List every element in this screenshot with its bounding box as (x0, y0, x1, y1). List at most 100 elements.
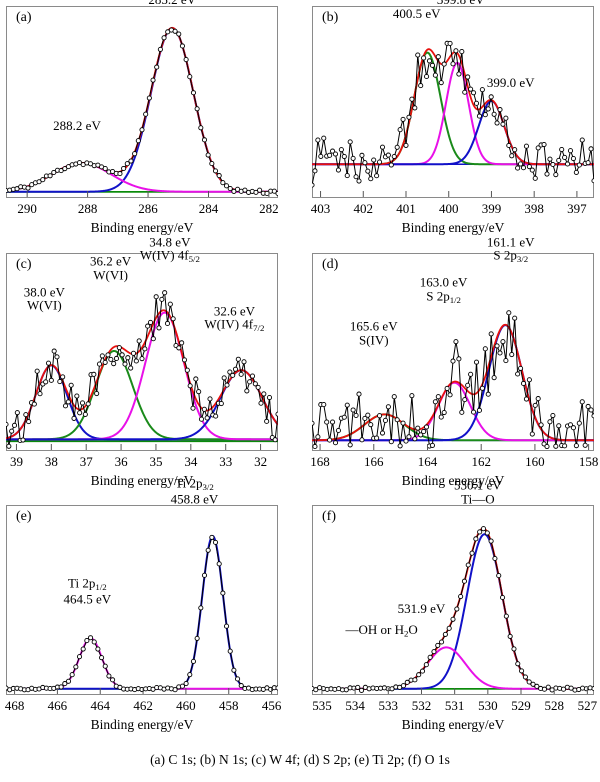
x-axis-title-c: Binding energy/eV (90, 473, 194, 488)
x-tick-b-3: 400 (438, 201, 459, 216)
x-tick-d-2: 164 (417, 454, 438, 469)
x-tick-e-0: 468 (4, 698, 25, 713)
annotation-line-1: 163.0 eV (419, 274, 468, 290)
x-tick-c-7: 32 (254, 454, 268, 469)
peak-annotation-f-0: 530.1 eV Ti—O (454, 478, 502, 506)
x-tick-d-4: 160 (525, 454, 545, 469)
x-tick-f-1: 534 (345, 698, 365, 713)
x-tick-f-3: 532 (411, 698, 432, 713)
x-axis-title-d: Binding energy/eV (401, 473, 505, 488)
x-tick-c-2: 37 (79, 454, 93, 469)
peak-annotation-e-0: Ti 2p3/2 458.8 eV (171, 476, 219, 506)
annotation-line-1: 400.5 eV (392, 6, 441, 22)
peak-annotation-c-0: 38.0 eV W(VI) (24, 285, 65, 313)
annotation-line-1: 165.6 eV (349, 318, 398, 334)
x-tick-b-6: 397 (567, 201, 587, 216)
x-tick-labels-b: 403 402 401 400 399 398 397 (310, 201, 594, 219)
x-tick-a-1: 288 (77, 201, 98, 216)
x-tick-d-0: 168 (310, 454, 330, 469)
annotation-line-2: W(IV) 4f7/2 (204, 316, 265, 334)
annotation-line-1: 288.2 eV (53, 117, 101, 133)
annotation-line-1: 32.6 eV (213, 303, 255, 319)
annotation-line-1: Ti 2p1/2 (68, 575, 107, 593)
envelope-curve-b (312, 48, 594, 166)
annotation-line-1: 38.0 eV (23, 284, 65, 300)
x-tick-b-5: 398 (524, 201, 544, 216)
x-axis-title-b: Binding energy/eV (401, 220, 505, 235)
plot-frame-f (312, 505, 594, 695)
annotation-line-1: —OH or H2O (345, 622, 418, 640)
panel-tag-e: (e) (16, 509, 32, 524)
peak-annotation-d-1: 163.0 eV S 2p1/2 (420, 275, 468, 305)
spectrum-plot-f (312, 526, 594, 694)
data-markers-e (6, 534, 278, 693)
spectrum-plot-c (6, 290, 278, 450)
x-tick-f-6: 529 (511, 698, 531, 713)
peak-annotation-e-1: Ti 2p1/2 464.5 eV (63, 575, 112, 607)
x-tick-labels-f: 535 534 533 532 531 530 529 528 527 (312, 698, 597, 716)
peak-annotation-d-0: 165.6 eV S(IV) (349, 318, 398, 348)
x-tick-e-4: 460 (176, 698, 196, 713)
x-tick-d-1: 166 (364, 454, 384, 469)
envelope-curve-d (312, 323, 594, 442)
data-markers-f (312, 526, 594, 693)
panel-tag-b: (b) (322, 10, 339, 25)
annotation-line-2: S 2p1/2 (426, 288, 461, 305)
annotation-line-2: 464.5 eV (63, 591, 112, 607)
annotation-line-2: W(IV) 4f5/2 (139, 247, 200, 265)
data-trace-a (6, 29, 278, 194)
x-tick-f-7: 528 (544, 698, 564, 713)
x-tick-labels-e: 468 466 464 462 460 458 456 (4, 698, 282, 716)
annotation-line-1: 285.2 eV (148, 0, 196, 7)
x-tick-a-2: 286 (138, 201, 158, 216)
x-tick-d-3: 162 (471, 454, 491, 469)
x-tick-e-5: 458 (218, 698, 239, 713)
component-peak-f-1 (312, 646, 594, 690)
annotation-line-1: 36.2 eV (90, 253, 132, 269)
x-tick-f-5: 530 (478, 698, 498, 713)
x-tick-a-0: 290 (17, 201, 37, 216)
annotation-line-2: W(VI) (27, 297, 62, 313)
envelope-curve-f (312, 527, 594, 690)
annotation-line-1: 399.0 eV (486, 75, 535, 91)
plot-frame-d (312, 253, 594, 451)
peak-annotation-b-0: 400.5 eV (393, 7, 441, 21)
panel-d: (d) 165.6 eV S(IV) 163.0 eV S 2p1/2 161.1 eV S… (310, 235, 598, 499)
spectrum-plot-b (312, 40, 594, 197)
x-tick-f-2: 533 (378, 698, 399, 713)
x-tick-e-1: 466 (47, 698, 68, 713)
x-tick-labels-c: 39 38 37 36 35 34 33 32 (6, 454, 278, 472)
peak-annotation-a-0: 285.2 eV (148, 0, 196, 7)
component-peak-b-2 (312, 100, 594, 166)
x-tick-f-4: 531 (444, 698, 465, 713)
component-peak-f-0 (312, 533, 594, 690)
plot-frame-b (312, 6, 594, 198)
x-tick-a-4: 282 (259, 201, 279, 216)
x-tick-f-8: 527 (577, 698, 598, 713)
annotation-line-2: S 2p3/2 (493, 247, 529, 265)
x-tick-e-2: 464 (90, 698, 110, 713)
annotation-line-2: Ti—O (461, 491, 495, 507)
x-tick-d-5: 158 (578, 454, 599, 469)
peak-annotation-f-1: 531.9 eV (398, 602, 446, 616)
annotation-line-1: 34.8 eV (149, 234, 191, 249)
spectrum-plot-a (6, 26, 278, 197)
panel-tag-c: (c) (16, 257, 32, 272)
peak-annotation-b-1: 399.8 eV (437, 0, 485, 7)
spectrum-plot-e (6, 534, 278, 694)
x-tick-labels-d: 168 166 164 162 160 158 (310, 454, 598, 472)
panel-f: (f) 530.1 eV Ti—O 531.9 eV —OH or H2O 535 534 5… (312, 478, 597, 743)
spectrum-plot-d (312, 310, 594, 450)
panel-a: (a) 285.2 eV 288.2 eV 290 288 286 284 282 Bindin… (6, 0, 279, 246)
peak-annotation-a-1: 288.2 eV (53, 119, 101, 133)
data-markers-a (6, 27, 278, 197)
annotation-line-1: Ti 2p3/2 (175, 475, 214, 492)
x-tick-b-2: 401 (396, 201, 416, 216)
peak-annotation-c-3: 32.6 eV W(IV) 4f7/2 (204, 304, 264, 334)
x-tick-b-0: 403 (310, 201, 331, 216)
panel-tag-d: (d) (322, 257, 339, 272)
x-tick-b-4: 399 (481, 201, 502, 216)
x-tick-a-3: 284 (198, 201, 219, 216)
annotation-line-2: S(IV) (358, 332, 389, 348)
